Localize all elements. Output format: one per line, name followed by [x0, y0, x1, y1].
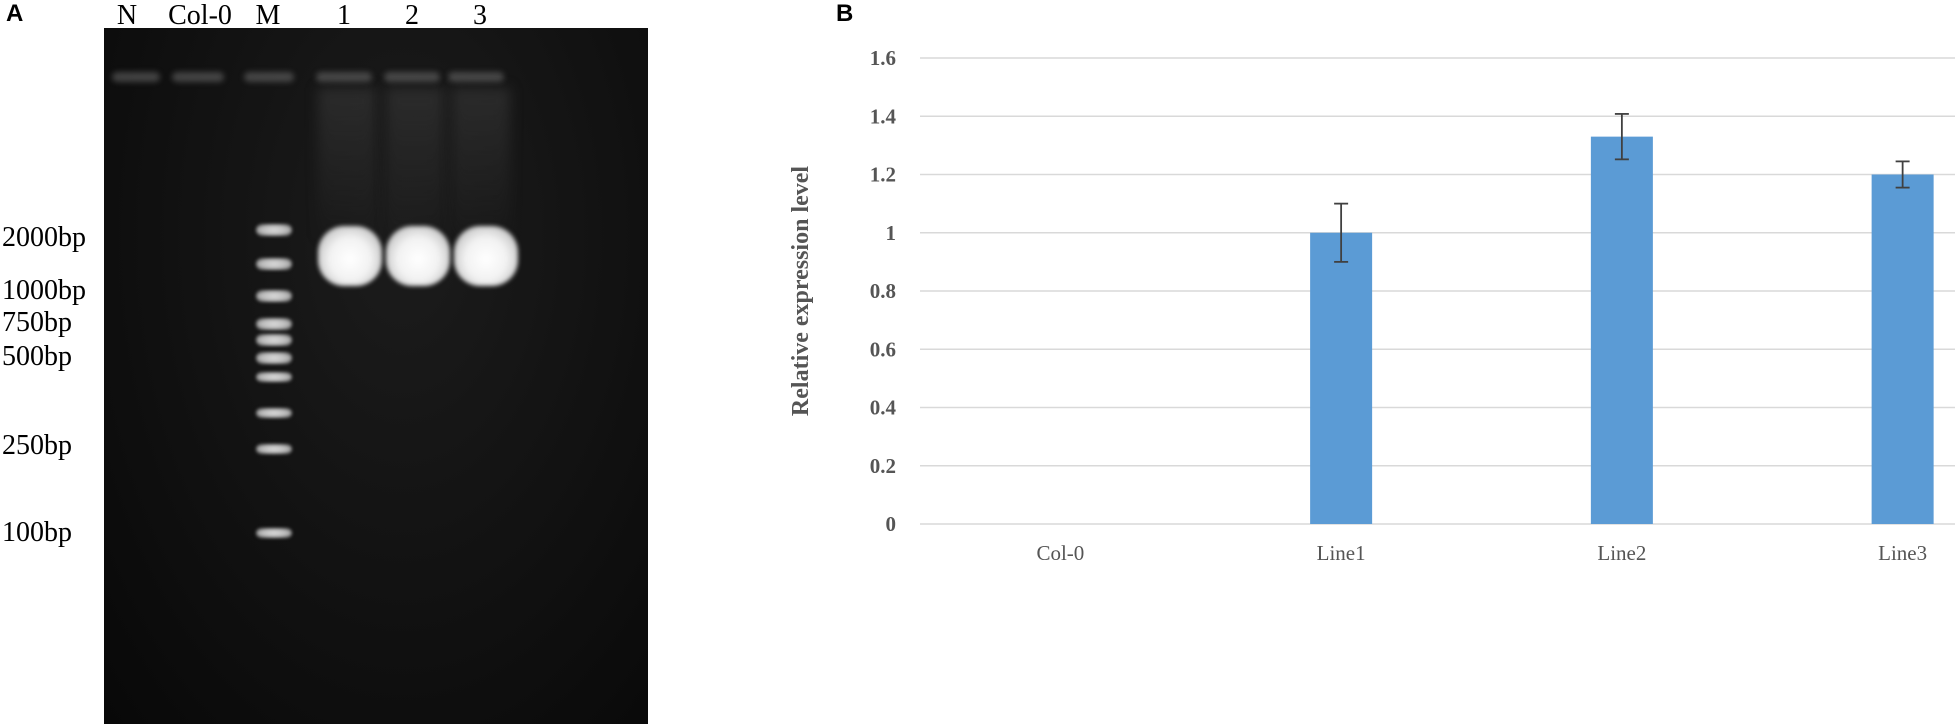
x-tick-label: Line3: [1878, 541, 1927, 565]
gel-panel: A N Col-0 M 1 2 3 2000bp 1000bp 75: [0, 0, 660, 728]
panel-label-b: B: [836, 0, 854, 27]
lane-2-band: [386, 226, 450, 286]
bar-line3: [1871, 174, 1934, 524]
bar-line1: [1310, 232, 1373, 524]
size-label-250: 250bp: [2, 430, 72, 461]
ladder-band: [256, 372, 292, 382]
ladder-band: [256, 408, 292, 418]
y-tick-label: 0.8: [870, 279, 896, 303]
y-tick-label: 0.6: [870, 337, 896, 361]
ladder-band-100: [256, 528, 292, 538]
lane-label-3: 3: [473, 0, 487, 31]
lane-3-smear: [452, 88, 510, 238]
well-3: [448, 72, 504, 82]
panel-label-a: A: [6, 0, 24, 27]
lane-3-band: [454, 226, 518, 286]
y-tick-label: 0.4: [870, 396, 897, 420]
well-marker: [244, 72, 294, 82]
lane-label-1: 1: [337, 0, 351, 31]
size-label-1000: 1000bp: [2, 275, 86, 306]
bar-chart: 0 0.2 0.4 0.6 0.8 1 1.2 1.4 1.6 Relative expressi…: [790, 46, 1955, 565]
lane-2-smear: [386, 88, 444, 238]
well-col0: [172, 72, 224, 82]
lane-label-n: N: [116, 0, 138, 31]
lane-label-col0: Col-0: [168, 0, 232, 31]
plot-group: 0 0.2 0.4 0.6 0.8 1 1.2 1.4 1.6 Relative expressi…: [790, 46, 1955, 565]
lane-label-marker: M: [255, 0, 281, 31]
lane-1-smear: [318, 88, 376, 238]
lane-1-band: [318, 226, 382, 286]
y-tick-label: 1.6: [870, 46, 896, 70]
ladder-band-1000: [256, 290, 292, 302]
ladder-band-250: [256, 444, 292, 454]
x-tick-label: Col-0: [1036, 541, 1084, 565]
size-label-500: 500bp: [2, 341, 72, 372]
well-2: [384, 72, 440, 82]
y-tick-label: 1.2: [870, 163, 896, 187]
size-label-2000: 2000bp: [2, 222, 86, 253]
x-tick-label: Line2: [1597, 541, 1646, 565]
well-1: [316, 72, 372, 82]
lane-label-2: 2: [405, 0, 419, 31]
bar-line2: [1590, 136, 1653, 524]
ladder-band: [256, 334, 292, 346]
size-label-750: 750bp: [2, 307, 72, 338]
ladder-band-750: [256, 318, 292, 330]
ladder-band: [256, 258, 292, 270]
size-label-100: 100bp: [2, 517, 72, 548]
ladder-band-2000: [256, 224, 292, 236]
chart-panel: B 0 0.2 0.4 0.6 0.8 1 1.2 1.4 1.6 Relative expres…: [790, 0, 1955, 728]
y-tick-label: 0.2: [870, 454, 896, 478]
y-tick-label: 0: [886, 512, 897, 536]
y-tick-label: 1: [886, 221, 897, 245]
ladder-band-500: [256, 352, 292, 364]
x-tick-label: Line1: [1317, 541, 1366, 565]
y-tick-label: 1.4: [870, 104, 897, 128]
gel-image: [104, 28, 648, 724]
y-axis-title: Relative expression level: [790, 166, 814, 417]
well-n: [112, 72, 160, 82]
